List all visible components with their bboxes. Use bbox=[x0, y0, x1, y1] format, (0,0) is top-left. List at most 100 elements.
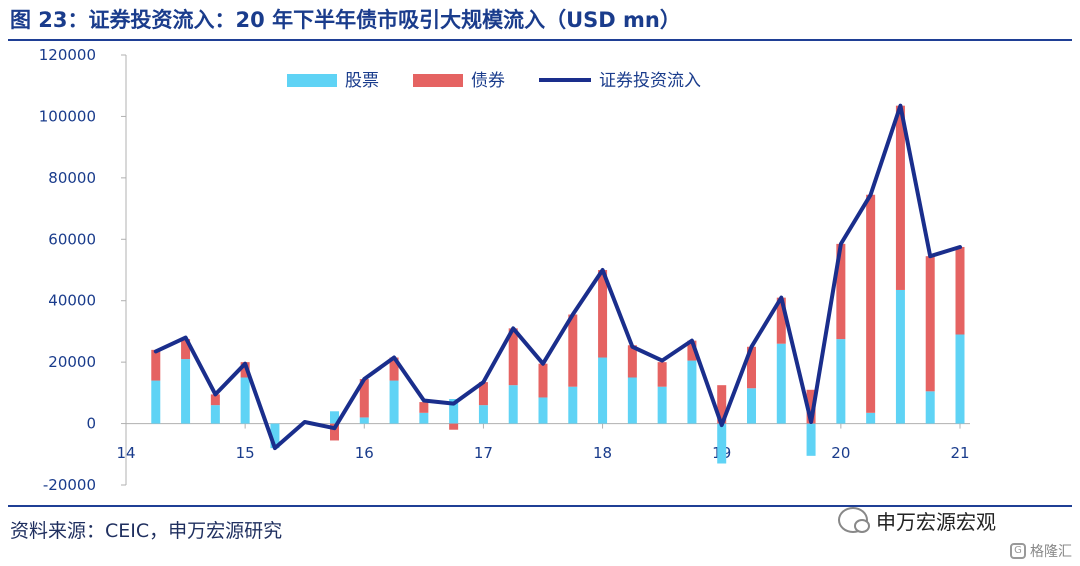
legend-equity-swatch bbox=[287, 74, 337, 87]
line-point bbox=[392, 356, 396, 360]
bar-bond bbox=[568, 314, 578, 387]
x-tick-label: 20 bbox=[831, 444, 850, 462]
line-point bbox=[958, 245, 962, 249]
line-point bbox=[213, 392, 217, 396]
bar-bond bbox=[627, 345, 637, 378]
bar-bond bbox=[925, 256, 935, 392]
line-point bbox=[630, 345, 634, 349]
line-point bbox=[720, 423, 724, 427]
bar-bond bbox=[449, 423, 459, 430]
x-tick-label: 17 bbox=[474, 444, 493, 462]
bar-bond bbox=[478, 382, 488, 406]
bar-equity bbox=[806, 423, 816, 456]
y-tick-label: 80000 bbox=[48, 169, 96, 187]
bar-bond bbox=[419, 402, 429, 413]
bar-equity bbox=[955, 334, 965, 424]
line-point bbox=[154, 349, 158, 353]
corner-mark-text: 格隆汇 bbox=[1030, 544, 1072, 560]
bar-equity bbox=[419, 412, 429, 424]
line-point bbox=[809, 420, 813, 424]
y-tick-label: 100000 bbox=[39, 107, 96, 125]
bar-equity bbox=[776, 343, 786, 424]
source-note: 资料来源：CEIC，申万宏源研究 bbox=[10, 520, 283, 542]
bar-bond bbox=[687, 340, 697, 361]
bar-equity bbox=[836, 339, 846, 424]
title-rule bbox=[8, 39, 1072, 41]
legend-total: 证券投资流入 bbox=[539, 71, 701, 91]
legend-bond: 债券 bbox=[413, 71, 505, 91]
line-point bbox=[481, 380, 485, 384]
chart: -20000 0 20000 40000 60000 80000 100000 120000 1… bbox=[39, 46, 970, 494]
x-tick-label: 14 bbox=[116, 444, 135, 462]
wechat-icon bbox=[838, 507, 870, 533]
line-point bbox=[303, 420, 307, 424]
y-tick-label: 60000 bbox=[48, 230, 96, 248]
corner-logo-icon: G bbox=[1010, 543, 1026, 559]
line-point bbox=[511, 326, 515, 330]
legend-equity-label: 股票 bbox=[345, 71, 379, 91]
bar-bond bbox=[657, 362, 667, 387]
bar-equity bbox=[717, 423, 727, 464]
bar-bond bbox=[598, 270, 608, 358]
y-tick-label: 120000 bbox=[39, 46, 96, 64]
bar-bond bbox=[151, 349, 161, 381]
x-tick-label: 15 bbox=[236, 444, 255, 462]
x-tick-label: 18 bbox=[593, 444, 612, 462]
bar-bond bbox=[508, 328, 518, 386]
bar-equity bbox=[181, 359, 191, 424]
line-point bbox=[422, 399, 426, 403]
bar-equity bbox=[389, 380, 399, 424]
line-point bbox=[869, 193, 873, 197]
bar-equity bbox=[657, 386, 667, 424]
bar-equity bbox=[478, 405, 488, 424]
bar-bond bbox=[836, 243, 846, 340]
bar-equity bbox=[359, 417, 369, 424]
corner-mark: G 格隆汇 bbox=[1010, 540, 1072, 562]
line-point bbox=[928, 254, 932, 258]
bar-equity bbox=[508, 385, 518, 424]
bar-equity bbox=[747, 388, 756, 424]
bar-equity bbox=[330, 411, 339, 424]
bar-equity bbox=[568, 386, 578, 424]
bar-equity bbox=[895, 289, 905, 424]
legend-bond-swatch bbox=[413, 74, 463, 87]
bar-equity bbox=[449, 399, 459, 424]
line-point bbox=[601, 268, 605, 272]
x-tick-label: 21 bbox=[950, 444, 969, 462]
bar-equity bbox=[240, 377, 250, 424]
bar-equity bbox=[687, 360, 697, 424]
line-point bbox=[690, 339, 694, 343]
line-point bbox=[839, 242, 843, 246]
line-point bbox=[452, 402, 456, 406]
bar-bond bbox=[717, 385, 727, 424]
bar-bond bbox=[806, 389, 816, 424]
y-tick-label: 0 bbox=[86, 415, 96, 433]
line-point bbox=[660, 359, 664, 363]
y-tick-label: 40000 bbox=[48, 292, 96, 310]
watermark: 申万宏源宏观 bbox=[838, 504, 996, 536]
line-point bbox=[333, 426, 336, 430]
line-point bbox=[273, 446, 277, 450]
bar-equity bbox=[270, 423, 280, 449]
line-point bbox=[750, 345, 753, 349]
bar-bond bbox=[895, 105, 905, 290]
x-tick-label: 16 bbox=[355, 444, 374, 462]
bar-equity bbox=[598, 357, 608, 424]
legend-equity: 股票 bbox=[287, 71, 379, 91]
line-point bbox=[362, 377, 366, 381]
bar-bond bbox=[776, 297, 786, 344]
bar-bond bbox=[359, 379, 369, 418]
watermark-text: 申万宏源宏观 bbox=[876, 509, 996, 534]
bar-bond bbox=[866, 194, 876, 413]
line-point bbox=[184, 336, 188, 340]
bar-equity bbox=[925, 391, 935, 424]
line-point bbox=[541, 362, 545, 366]
bar-equity bbox=[627, 377, 637, 424]
bar-equity bbox=[866, 412, 876, 424]
bar-bond bbox=[210, 394, 220, 406]
bar-equity bbox=[210, 405, 220, 424]
line-point bbox=[779, 296, 783, 300]
page-title: 图 23：证券投资流入：20 年下半年债市吸引大规模流入（USD mn） bbox=[10, 8, 681, 32]
series-line-total bbox=[153, 103, 962, 451]
line-point bbox=[571, 313, 575, 317]
